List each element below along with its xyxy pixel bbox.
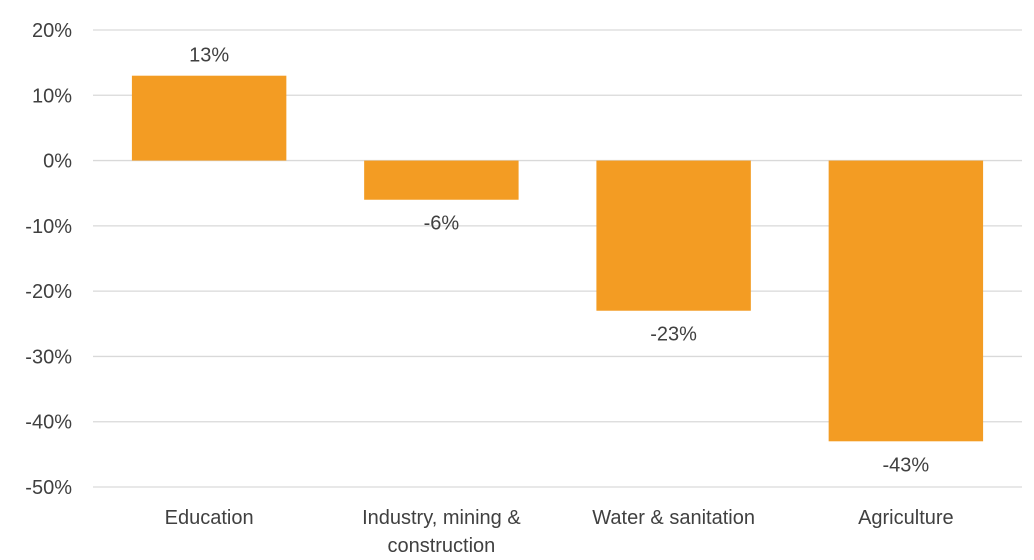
- y-tick-label: -40%: [25, 412, 72, 434]
- x-tick-label: Agriculture: [858, 507, 954, 529]
- x-tick-label: Education: [165, 507, 254, 529]
- x-axis-category-labels: Education Industry, mining & construction W…: [165, 507, 954, 557]
- y-tick-label: 20%: [32, 20, 72, 42]
- bar: [131, 75, 287, 161]
- y-tick-label: 10%: [32, 85, 72, 107]
- bars: [131, 75, 984, 442]
- bar: [364, 160, 519, 200]
- data-labels: 13% -6% -23% -43%: [189, 45, 929, 477]
- y-tick-label: -30%: [25, 346, 72, 368]
- y-tick-label: -50%: [25, 477, 72, 499]
- y-axis-tick-labels: 20% 10% 0% -10% -20% -30% -40% -50%: [25, 20, 72, 499]
- data-label: -43%: [883, 454, 930, 476]
- bar: [596, 160, 751, 311]
- data-label: -6%: [424, 213, 460, 235]
- x-tick-label: construction: [387, 535, 495, 557]
- x-tick-label: Industry, mining &: [362, 507, 521, 529]
- data-label: -23%: [650, 324, 697, 346]
- y-tick-label: 0%: [43, 151, 72, 173]
- x-tick-label: Water & sanitation: [592, 507, 755, 529]
- data-label: 13%: [189, 45, 229, 67]
- y-tick-label: -20%: [25, 281, 72, 303]
- y-tick-label: -10%: [25, 216, 72, 238]
- bar: [828, 160, 984, 442]
